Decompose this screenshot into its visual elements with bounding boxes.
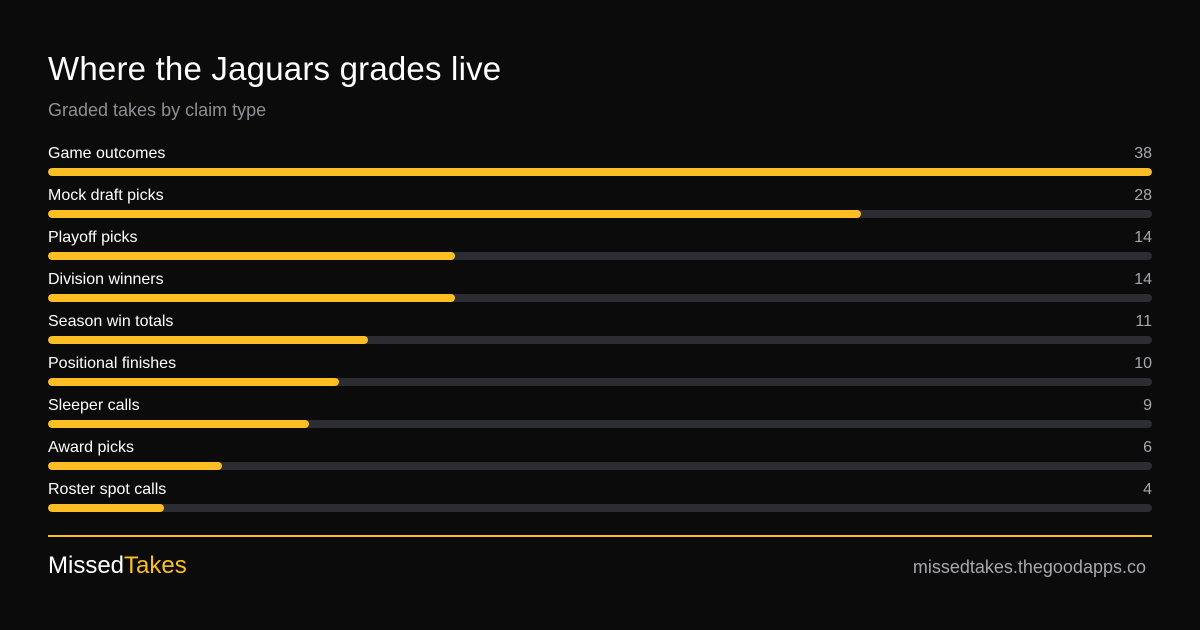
bar (48, 462, 222, 470)
bar-value-label: 6 (1143, 439, 1152, 456)
bar-value-label: 14 (1134, 229, 1152, 246)
bar-label: Award picks (48, 439, 134, 456)
bar-label: Positional finishes (48, 355, 177, 372)
bar-label: Roster spot calls (48, 481, 167, 498)
footer-divider (48, 535, 1152, 537)
bar-track (48, 378, 1152, 386)
bar (48, 210, 861, 218)
bar (48, 504, 164, 512)
bar-row: Mock draft picks 28 (48, 184, 1152, 226)
bar-row: Playoff picks 14 (48, 226, 1152, 268)
bar-track (48, 462, 1152, 470)
bar-track (48, 504, 1152, 512)
brand-word-missed: Missed (48, 552, 125, 579)
bar (48, 378, 339, 386)
bar-row: Division winners 14 (48, 268, 1152, 310)
bar-track (48, 420, 1152, 428)
bar-value-label: 38 (1134, 145, 1152, 162)
bar-value-label: 4 (1143, 481, 1152, 498)
bar-track (48, 336, 1152, 344)
bar-track (48, 210, 1152, 218)
bar-label: Mock draft picks (48, 187, 164, 204)
bar-label: Sleeper calls (48, 397, 140, 414)
bar-value-label: 9 (1143, 397, 1152, 414)
brand-word-takes: Takes (124, 552, 187, 579)
bar-row: Season win totals 11 (48, 310, 1152, 352)
bar-track (48, 168, 1152, 176)
bar-track (48, 252, 1152, 260)
bar (48, 336, 368, 344)
bar-value-label: 11 (1135, 313, 1152, 330)
bar-row: Roster spot calls 4 (48, 478, 1152, 520)
bar-list: Game outcomes 38 Mock draft picks 28 Playoff… (48, 142, 1152, 520)
bar (48, 294, 455, 302)
bar (48, 252, 455, 260)
bar (48, 168, 1152, 176)
bar-row: Positional finishes 10 (48, 352, 1152, 394)
bar-row: Sleeper calls 9 (48, 394, 1152, 436)
bar-label: Season win totals (48, 313, 174, 330)
chart-subtitle: Graded takes by claim type (48, 100, 267, 120)
bar-row: Award picks 6 (48, 436, 1152, 478)
bar-label: Game outcomes (48, 145, 166, 162)
bar-track (48, 294, 1152, 302)
brand-logo: MissedTakes (48, 552, 187, 580)
bar-value-label: 10 (1134, 355, 1152, 372)
bar-value-label: 28 (1134, 187, 1152, 204)
website-url: missedtakes.thegoodapps.co (912, 557, 1146, 577)
chart-title: Where the Jaguars grades live (48, 50, 502, 87)
bar-label: Playoff picks (48, 229, 138, 246)
bar-row: Game outcomes 38 (48, 142, 1152, 184)
bar-label: Division winners (48, 271, 164, 288)
bar (48, 420, 309, 428)
bar-value-label: 14 (1134, 271, 1152, 288)
